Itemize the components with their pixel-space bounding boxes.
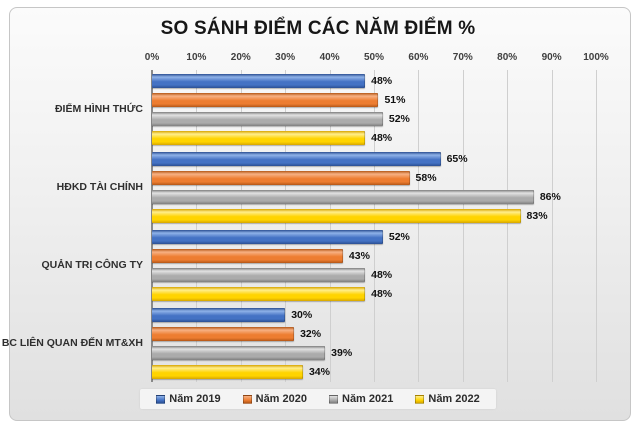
category-label: QUẢN TRỊ CÔNG TY [41,259,144,271]
bar-row: 86% [152,189,596,204]
data-label: 52% [388,230,410,243]
bar-group: 30% 32% 39% 34% [152,304,596,382]
legend-label: Năm 2022 [428,393,480,405]
bar-row: 58% [152,170,596,185]
bar-row: 52% [152,229,596,244]
x-tick-label: 80% [497,52,518,63]
x-axis: 0% 10% 20% 30% 40% 50% 60% 70% 80% 90% 100% [145,50,609,70]
legend-item: Năm 2020 [242,393,307,405]
x-tick-label: 0% [144,52,160,63]
bar-group: 52% 43% 48% 48% [152,226,596,304]
legend-item: Năm 2021 [329,393,393,405]
bar-row: 30% [152,307,596,322]
bar [152,307,286,322]
category-label: HĐKD TÀI CHÍNH [56,181,143,193]
legend-item: Năm 2022 [415,393,480,405]
data-label: 48% [371,287,393,300]
gridline [507,70,509,382]
bar-row: 34% [152,364,596,379]
data-label: 43% [348,249,370,262]
bar-row: 39% [152,345,596,360]
data-label: 86% [539,190,561,203]
category-label: BC LIÊN QUAN ĐẾN MT&XH [1,337,143,349]
legend-marker-icon [329,394,338,404]
bar [152,208,521,223]
gridline [329,70,331,382]
x-tick-label: 100% [583,52,609,63]
bar-row: 43% [152,248,596,263]
data-label: 58% [415,171,437,184]
data-label: 83% [526,209,548,222]
x-tick-label: 60% [408,52,429,63]
data-label: 34% [308,365,330,378]
bar [152,130,366,145]
bar-row: 32% [152,326,596,341]
bar [152,345,326,360]
legend-box: Năm 2019 Năm 2020 Năm 2021 Năm 2022 [140,389,496,409]
bar [152,111,383,126]
bar [152,92,379,107]
x-tick-label: 30% [275,52,296,63]
gridline [462,70,464,382]
chart-container: SO SÁNH ĐIỂM CÁC NĂM ĐIỂM % 0% 10% 20% 30% 4… [1,7,631,421]
bar-group: 65% 58% 86% 83% [152,148,596,226]
x-tick-label: 40% [319,52,340,63]
bar-group: 48% 51% 52% 48% [152,70,596,148]
bar [152,326,295,341]
data-label: 65% [446,152,468,165]
legend: Năm 2019 Năm 2020 Năm 2021 Năm 2022 [12,382,624,416]
x-tick-label: 50% [363,52,385,63]
data-label: 51% [384,93,406,106]
bar-row: 65% [152,151,596,166]
category-label: ĐIỂM HÌNH THỨC [54,103,143,115]
gridline [196,70,198,382]
gridline [240,70,242,382]
x-tick-label: 20% [230,52,251,63]
data-label: 52% [388,112,410,125]
bar-row: 48% [152,130,596,145]
bar [152,73,366,88]
bar [152,189,534,204]
gridline [374,70,375,382]
data-label: 39% [331,346,353,359]
bar [152,267,366,282]
bar [152,229,383,244]
bar-row: 48% [152,267,596,282]
legend-label: Năm 2021 [342,393,394,405]
bar-row: 51% [152,92,596,107]
data-label: 48% [371,74,393,87]
legend-label: Năm 2020 [255,393,307,405]
legend-marker-icon [415,394,425,404]
gridline [418,70,420,382]
bar-row: 48% [152,73,596,88]
gridline [596,70,597,382]
legend-marker-icon [242,394,252,404]
data-label: 32% [300,327,322,340]
legend-label: Năm 2019 [169,393,221,405]
bar [152,248,343,263]
bar [152,286,366,301]
bar [152,364,303,379]
legend-item: Năm 2019 [156,393,221,405]
y-axis-line [151,70,153,382]
legend-marker-icon [156,394,166,404]
gridline [551,70,553,382]
x-tick-label: 10% [186,52,207,63]
data-label: 48% [371,131,393,144]
bar [152,151,441,166]
bar-row: 48% [152,286,596,301]
chart-title: SO SÁNH ĐIỂM CÁC NĂM ĐIỂM % [160,18,476,39]
data-label: 48% [371,268,393,281]
data-label: 30% [291,308,313,321]
bar-row: 83% [152,208,596,223]
category-axis: ĐIỂM HÌNH THỨC HĐKD TÀI CHÍNH QUẢN TRỊ CÔN… [1,70,152,382]
bar [152,170,410,185]
x-tick-label: 90% [541,52,562,63]
gridline [285,70,287,382]
x-tick-label: 70% [452,52,473,63]
bar-row: 52% [152,111,596,126]
plot-area: 48% 51% 52% 48% 65% 58% 86% 83% 52% 43% 48% 48% 30% 3… [151,70,597,382]
bar-groups: 48% 51% 52% 48% 65% 58% 86% 83% 52% 43% 48% 48% 30% 3… [152,70,596,382]
